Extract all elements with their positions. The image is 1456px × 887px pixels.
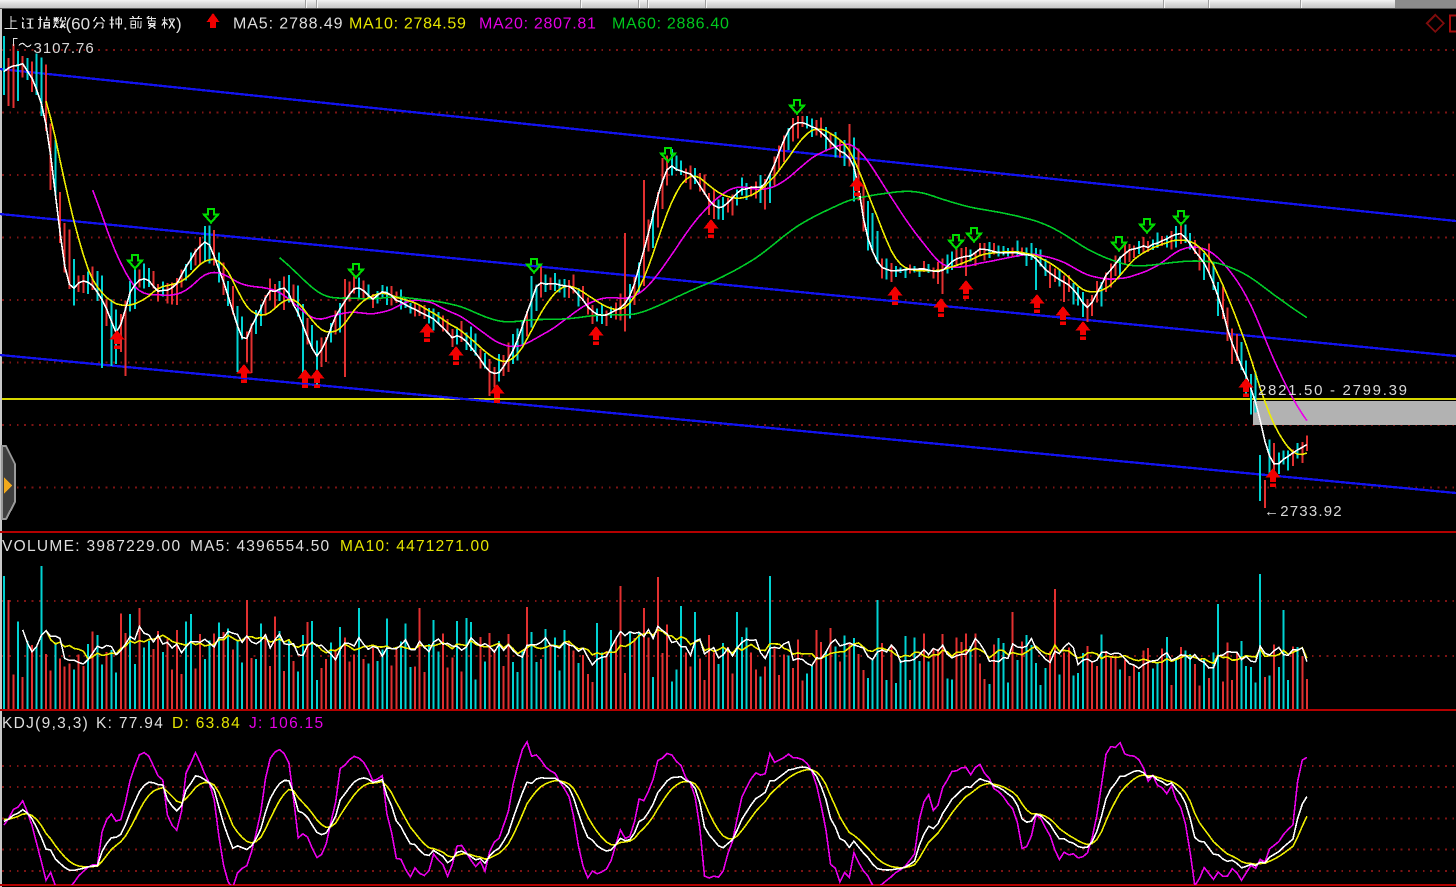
svg-text:3107.76: 3107.76 [34, 40, 95, 57]
svg-text:D: 63.84: D: 63.84 [172, 715, 241, 732]
svg-text:2821.50 - 2799.39: 2821.50 - 2799.39 [1258, 382, 1409, 399]
svg-text:): ) [176, 15, 182, 34]
svg-text:K: 77.94: K: 77.94 [96, 715, 164, 732]
svg-text:J: 106.15: J: 106.15 [249, 715, 324, 732]
svg-text:MA10: 2784.59: MA10: 2784.59 [349, 16, 467, 33]
svg-text:MA5: 2788.49: MA5: 2788.49 [233, 16, 343, 33]
svg-text:←2733.92: ←2733.92 [1264, 503, 1343, 520]
svg-text:MA60: 2886.40: MA60: 2886.40 [612, 16, 730, 33]
svg-text:KDJ(9,3,3): KDJ(9,3,3) [2, 715, 89, 732]
svg-text:MA10: 4471271.00: MA10: 4471271.00 [340, 538, 490, 555]
svg-text:VOLUME: 3987229.00: VOLUME: 3987229.00 [2, 538, 181, 555]
svg-text:MA20: 2807.81: MA20: 2807.81 [479, 16, 597, 33]
svg-text:(60: (60 [66, 15, 91, 34]
svg-text:.: . [123, 15, 128, 34]
svg-text:MA5: 4396554.50: MA5: 4396554.50 [190, 538, 330, 555]
